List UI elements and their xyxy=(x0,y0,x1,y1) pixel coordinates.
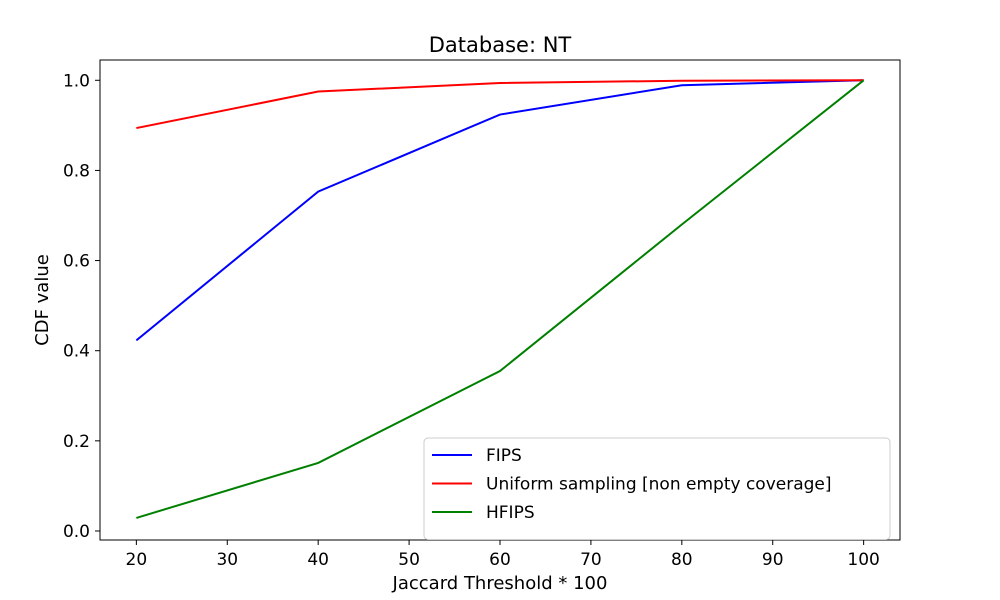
y-tick-label: 1.0 xyxy=(63,71,90,91)
y-tick-label: 0.6 xyxy=(63,252,90,272)
legend-label: FIPS xyxy=(486,446,522,466)
x-tick-label: 60 xyxy=(489,550,511,570)
legend: FIPS Uniform sampling [non empty coverage… xyxy=(423,437,891,540)
y-axis-label: CDF value xyxy=(32,254,53,346)
y-tick-label: 0.8 xyxy=(63,161,90,181)
legend-label: Uniform sampling [non empty coverage] xyxy=(486,475,832,495)
series-line-1 xyxy=(135,79,864,342)
chart-title: Database: NT xyxy=(429,33,572,57)
x-tick-label: 80 xyxy=(671,550,693,570)
x-tick-label: 70 xyxy=(580,550,602,570)
series-line-3 xyxy=(136,79,865,519)
y-tick-label: 0.2 xyxy=(63,432,90,452)
x-tick-label: 20 xyxy=(126,550,148,570)
x-tick-label: 30 xyxy=(216,550,238,570)
y-tick-label: 0.0 xyxy=(63,522,90,542)
x-tick-label: 100 xyxy=(847,550,879,570)
series-line-2 xyxy=(136,79,864,130)
x-tick-label: 50 xyxy=(398,550,420,570)
legend-label: HFIPS xyxy=(486,503,535,523)
legend-box xyxy=(423,437,891,540)
plot-area: 20 30 40 50 60 70 80 90 100 0.0 0.2 0.4 0.6 0.8 1.0 xyxy=(63,59,901,570)
x-axis-label: Jaccard Threshold * 100 xyxy=(392,573,608,594)
y-tick-label: 0.4 xyxy=(63,342,90,362)
x-tick-label: 40 xyxy=(307,550,329,570)
x-tick-label: 90 xyxy=(762,550,784,570)
